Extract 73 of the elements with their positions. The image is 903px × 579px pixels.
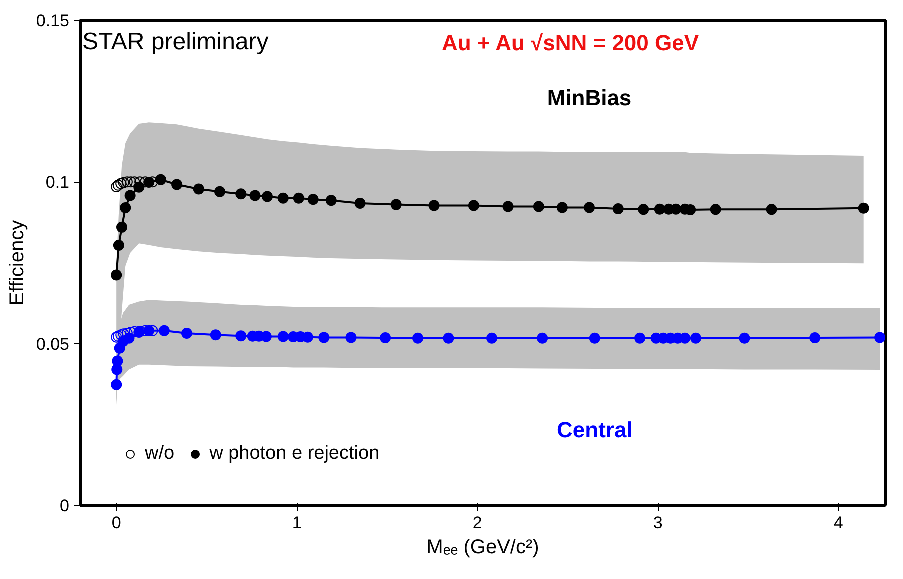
- x-tick-label: 2: [472, 514, 482, 532]
- point: [634, 332, 646, 344]
- point: [638, 204, 650, 216]
- point: [122, 176, 133, 188]
- point: [308, 194, 319, 206]
- point: [126, 176, 137, 188]
- point: [250, 190, 261, 202]
- point: [710, 204, 722, 216]
- point: [278, 331, 289, 342]
- x-tick-label: 0: [112, 514, 122, 532]
- point: [158, 325, 170, 336]
- point: [766, 204, 778, 216]
- point: [584, 202, 595, 214]
- point: [390, 199, 402, 210]
- point: [533, 201, 544, 212]
- point: [810, 332, 821, 344]
- point: [589, 332, 600, 344]
- y-tick-label: 0: [60, 496, 70, 516]
- y-tick-label: 0.05: [36, 334, 70, 354]
- point: [172, 179, 183, 190]
- x-tick-label: 3: [653, 514, 663, 532]
- point: [654, 204, 666, 215]
- point: [278, 192, 289, 204]
- x-tick-label: 1: [292, 514, 302, 532]
- y-tick-label: 0.1: [46, 173, 70, 192]
- point: [443, 332, 454, 344]
- point: [120, 202, 132, 214]
- point: [380, 332, 392, 344]
- point: [214, 186, 226, 198]
- point: [113, 240, 124, 252]
- point: [346, 332, 357, 344]
- point: [502, 201, 514, 212]
- y-tick-label: 0.15: [36, 12, 70, 30]
- legend-label: w photon e rejection: [210, 443, 380, 465]
- point: [690, 332, 702, 344]
- text: Au + Au √sNN = 200 GeV: [442, 30, 700, 56]
- point: [262, 191, 273, 202]
- point: [116, 330, 127, 341]
- point: [193, 184, 204, 195]
- point: [111, 270, 122, 281]
- point: [428, 200, 440, 212]
- point: [112, 356, 124, 367]
- y-axis-title: Efficiency: [6, 220, 28, 306]
- point: [210, 330, 222, 341]
- point: [156, 174, 166, 186]
- point: [118, 177, 130, 188]
- point: [612, 204, 624, 214]
- point: [318, 332, 330, 344]
- annotation: Central: [557, 417, 633, 442]
- point: [116, 222, 128, 233]
- point: [236, 330, 247, 342]
- point: [412, 332, 424, 344]
- annotation: MinBias: [547, 86, 632, 111]
- point: [537, 332, 548, 344]
- point: [129, 176, 140, 188]
- x-axis-title: Mₑₑ (GeV/c²): [426, 536, 540, 558]
- point: [116, 178, 127, 190]
- point: [354, 198, 366, 209]
- point: [874, 332, 886, 344]
- point: [556, 202, 568, 214]
- legend-label: w/o: [145, 443, 175, 465]
- point: [293, 192, 304, 204]
- chart-title: STAR preliminary: [82, 28, 269, 56]
- point: [326, 195, 337, 206]
- point: [236, 188, 247, 200]
- point: [181, 328, 192, 339]
- point: [486, 332, 498, 344]
- x-tick-label: 4: [834, 514, 844, 532]
- point: [124, 190, 136, 202]
- point: [858, 202, 870, 214]
- point: [468, 200, 480, 212]
- point: [111, 379, 122, 390]
- point: [739, 332, 750, 344]
